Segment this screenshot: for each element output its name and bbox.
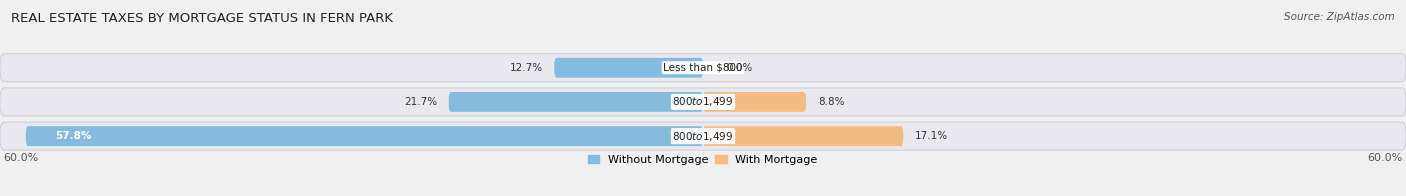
Text: 17.1%: 17.1% [915, 131, 948, 141]
Text: $800 to $1,499: $800 to $1,499 [672, 95, 734, 108]
Legend: Without Mortgage, With Mortgage: Without Mortgage, With Mortgage [588, 155, 818, 165]
Text: REAL ESTATE TAXES BY MORTGAGE STATUS IN FERN PARK: REAL ESTATE TAXES BY MORTGAGE STATUS IN … [11, 12, 394, 25]
Text: 21.7%: 21.7% [404, 97, 437, 107]
Text: 60.0%: 60.0% [3, 153, 39, 163]
Text: 8.8%: 8.8% [818, 97, 845, 107]
FancyBboxPatch shape [0, 122, 1406, 150]
Text: Source: ZipAtlas.com: Source: ZipAtlas.com [1284, 12, 1395, 22]
FancyBboxPatch shape [703, 92, 806, 112]
FancyBboxPatch shape [0, 88, 1406, 116]
Text: 12.7%: 12.7% [509, 63, 543, 73]
FancyBboxPatch shape [0, 54, 1406, 82]
Text: 0.0%: 0.0% [727, 63, 752, 73]
Text: Less than $800: Less than $800 [664, 63, 742, 73]
Text: 60.0%: 60.0% [1367, 153, 1403, 163]
Text: $800 to $1,499: $800 to $1,499 [672, 130, 734, 143]
FancyBboxPatch shape [703, 126, 904, 146]
Text: 57.8%: 57.8% [55, 131, 91, 141]
FancyBboxPatch shape [25, 126, 703, 146]
FancyBboxPatch shape [449, 92, 703, 112]
FancyBboxPatch shape [554, 58, 703, 78]
